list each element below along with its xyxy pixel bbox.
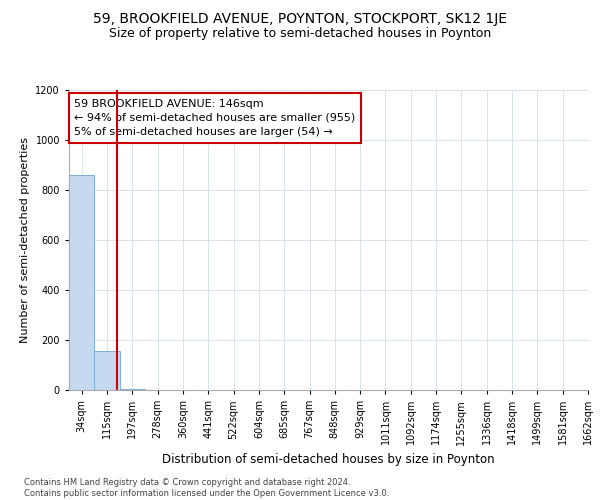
Text: Size of property relative to semi-detached houses in Poynton: Size of property relative to semi-detach… [109,28,491,40]
Text: 59, BROOKFIELD AVENUE, POYNTON, STOCKPORT, SK12 1JE: 59, BROOKFIELD AVENUE, POYNTON, STOCKPOR… [93,12,507,26]
Text: Contains HM Land Registry data © Crown copyright and database right 2024.
Contai: Contains HM Land Registry data © Crown c… [24,478,389,498]
Bar [119,389,145,390]
Y-axis label: Number of semi-detached properties: Number of semi-detached properties [20,137,30,343]
Bar [69,175,94,390]
Text: 59 BROOKFIELD AVENUE: 146sqm
← 94% of semi-detached houses are smaller (955)
5% : 59 BROOKFIELD AVENUE: 146sqm ← 94% of se… [74,99,355,137]
Bar [94,351,119,390]
X-axis label: Distribution of semi-detached houses by size in Poynton: Distribution of semi-detached houses by … [162,453,495,466]
